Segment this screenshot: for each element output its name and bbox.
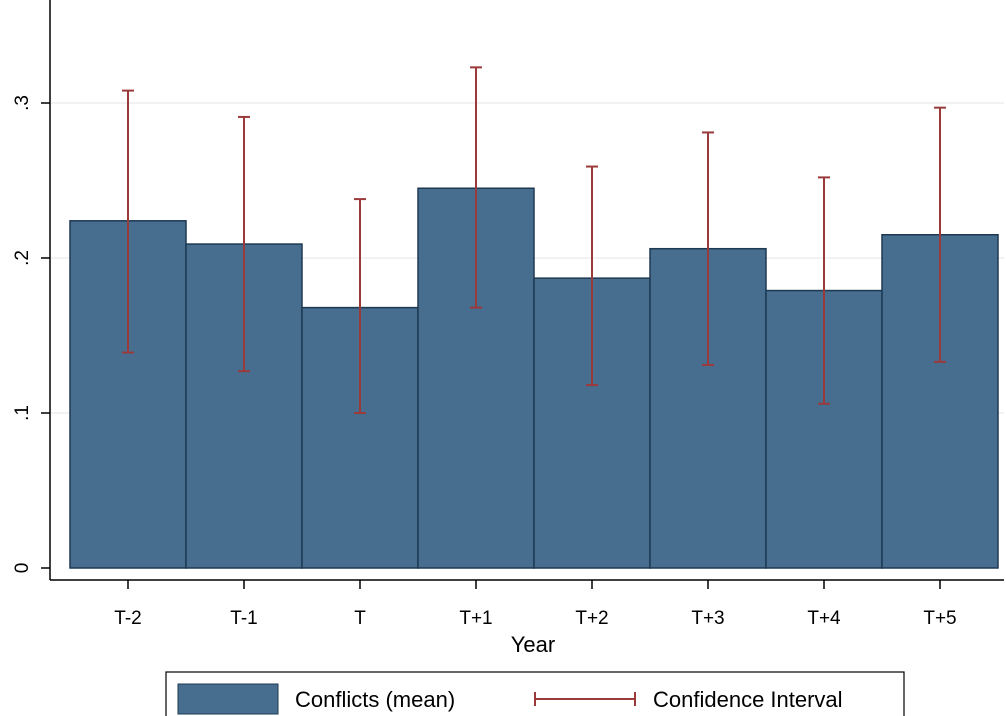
y-tick-label: .1 (12, 405, 33, 421)
x-tick-label: T-1 (230, 608, 257, 629)
x-tick-label: T+1 (459, 608, 492, 629)
x-tick-label: T (354, 608, 366, 629)
confidence-intervals (122, 66, 946, 414)
x-tick-label: T+2 (575, 608, 608, 629)
y-tick-label: .2 (12, 250, 33, 266)
legend-ci-marker (534, 692, 636, 706)
legend-label-conflicts: Conflicts (mean) (295, 687, 455, 712)
x-tick-label: T+5 (923, 608, 956, 629)
x-tick-label: T+3 (691, 608, 724, 629)
y-tick-label: .3 (12, 95, 33, 111)
x-tick-label: T-2 (114, 608, 141, 629)
x-ticks: T-2 T-1 T T+1 T+2 T+3 T+4 T+5 (114, 580, 957, 629)
x-tick-label: T+4 (807, 608, 841, 629)
y-ticks: 0 .1 .2 .3 (12, 95, 50, 573)
bar (649, 247, 767, 569)
axes (49, 0, 1004, 581)
y-tick-label: 0 (12, 563, 33, 574)
x-axis-title: Year (511, 632, 555, 657)
legend: Conflicts (mean) Confidence Interval (165, 671, 905, 716)
bars (69, 187, 999, 569)
legend-label-ci: Confidence Interval (653, 687, 843, 712)
legend-swatch-conflicts (177, 683, 279, 715)
